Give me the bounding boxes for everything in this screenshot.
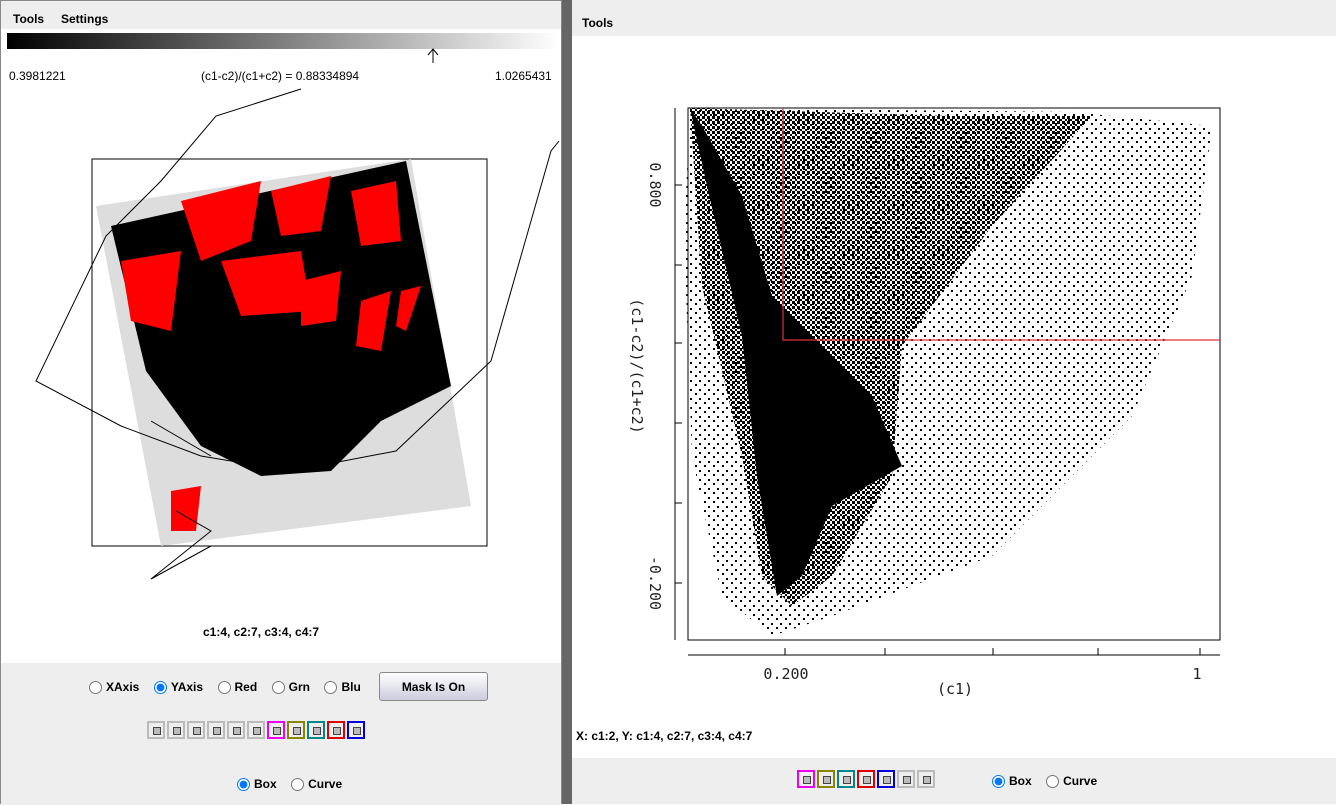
toolbar (796, 770, 936, 793)
radio-label: Curve (1063, 774, 1097, 788)
radio[interactable]: Box (237, 777, 277, 791)
radio-label: YAxis (171, 680, 203, 694)
tool-button[interactable] (187, 721, 205, 739)
scatter-view: 0.200 1 (c1) 0.800 -0.200 (c1-c2)/(c1+c2… (572, 36, 1336, 756)
control-area: Box Curve (572, 758, 1336, 804)
x-tick-label: 0.200 (763, 665, 808, 683)
radio[interactable]: Grn (272, 680, 310, 694)
tool-button[interactable] (147, 721, 165, 739)
tool-button[interactable] (287, 721, 305, 739)
mode-radios: Box Curve (992, 774, 1107, 793)
radio[interactable]: Red (218, 680, 258, 694)
x-axis (688, 648, 1220, 655)
caption: c1:4, c2:7, c3:4, c4:7 (203, 625, 319, 639)
y-tick-label: -0.200 (646, 556, 664, 610)
tool-button[interactable] (347, 721, 365, 739)
tool-button[interactable] (247, 721, 265, 739)
menu-item[interactable]: Tools (582, 16, 613, 30)
radio[interactable]: Curve (1046, 774, 1097, 788)
y-tick-label: 0.800 (646, 162, 664, 207)
radio[interactable]: Curve (291, 777, 342, 791)
status: X: c1:2, Y: c1:4, c2:7, c3:4, c4:7 (576, 729, 752, 743)
tool-button[interactable] (227, 721, 245, 739)
toolbar (146, 721, 366, 744)
tool-button[interactable] (917, 770, 935, 788)
tool-button[interactable] (207, 721, 225, 739)
radio-label: Box (254, 777, 277, 791)
radio[interactable]: Blu (324, 680, 360, 694)
y-axis-label: (c1-c2)/(c1+c2) (628, 298, 646, 433)
x-axis-label: (c1) (937, 680, 973, 698)
axis-radios: XAxis YAxis Red Grn Blu (89, 680, 371, 699)
radio[interactable]: XAxis (89, 680, 139, 694)
radio-label: Curve (308, 777, 342, 791)
right-panel: Tools 0.200 1 (c1) 0.800 -0.200 (c1-c2)/… (572, 0, 1336, 804)
tool-button[interactable] (797, 770, 815, 788)
radio-label: Red (235, 680, 258, 694)
radio-label: XAxis (106, 680, 139, 694)
radio-label: Grn (289, 680, 310, 694)
tool-button[interactable] (857, 770, 875, 788)
tool-button[interactable] (327, 721, 345, 739)
left-panel: Tools Settings 0.3981221 (c1-c2)/(c1+c2)… (0, 0, 562, 804)
divider (562, 0, 572, 804)
tool-button[interactable] (307, 721, 325, 739)
mask-button[interactable]: Mask Is On (379, 672, 488, 701)
tool-button[interactable] (877, 770, 895, 788)
screen: Tools Settings 0.3981221 (c1-c2)/(c1+c2)… (0, 0, 1336, 804)
ramp-arrow (428, 49, 438, 63)
radio[interactable]: YAxis (154, 680, 203, 694)
tool-button[interactable] (167, 721, 185, 739)
control-area: XAxis YAxis Red Grn Blu Mask Is On Box C… (1, 663, 561, 805)
radio-label: Blu (341, 680, 360, 694)
tool-button[interactable] (267, 721, 285, 739)
x-tick-label: 1 (1192, 665, 1201, 683)
tool-button[interactable] (897, 770, 915, 788)
tool-button[interactable] (817, 770, 835, 788)
y-axis (675, 108, 682, 640)
image-view (1, 1, 561, 661)
menu-bar: Tools (572, 0, 1336, 36)
mode-radios: Box Curve (237, 777, 352, 796)
radio[interactable]: Box (992, 774, 1032, 788)
tool-button[interactable] (837, 770, 855, 788)
point-cloud (684, 108, 1212, 636)
radio-label: Box (1009, 774, 1032, 788)
